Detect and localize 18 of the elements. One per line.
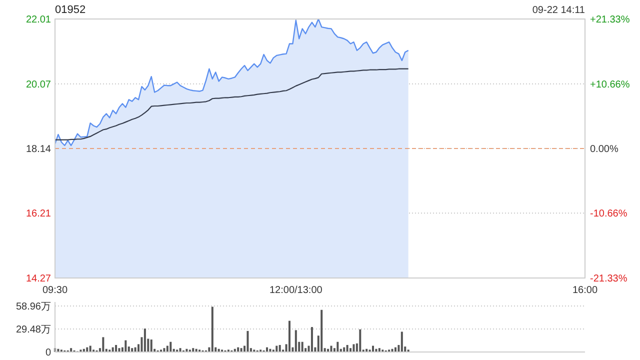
y-tick-label: 29.48万 (16, 324, 51, 336)
y2-tick-label: -21.33% (590, 274, 628, 284)
y-tick-label: 58.96万 (16, 302, 51, 312)
y2-tick-label: -10.66% (590, 208, 628, 220)
y-tick-label: 20.07 (26, 79, 52, 90)
chart-title: 01952 (55, 4, 86, 16)
x-tick-label: 12:00/13:00 (269, 285, 323, 296)
x-tick-label: 09:30 (42, 285, 68, 296)
y-tick-label: 22.01 (26, 14, 52, 26)
y-tick-label: 14.27 (26, 274, 52, 284)
y2-tick-label: +21.33% (590, 14, 630, 26)
text: 09-22 14:11 (532, 5, 586, 16)
y2-tick-label: +10.66% (590, 79, 630, 90)
x-tick-label: 16:00 (572, 285, 598, 296)
y-tick-label: 16.21 (26, 208, 52, 220)
y-tick-label: 18.14 (26, 144, 52, 155)
y-tick-label: 0 (45, 348, 52, 358)
y2-tick-label: 0.00% (590, 144, 618, 155)
